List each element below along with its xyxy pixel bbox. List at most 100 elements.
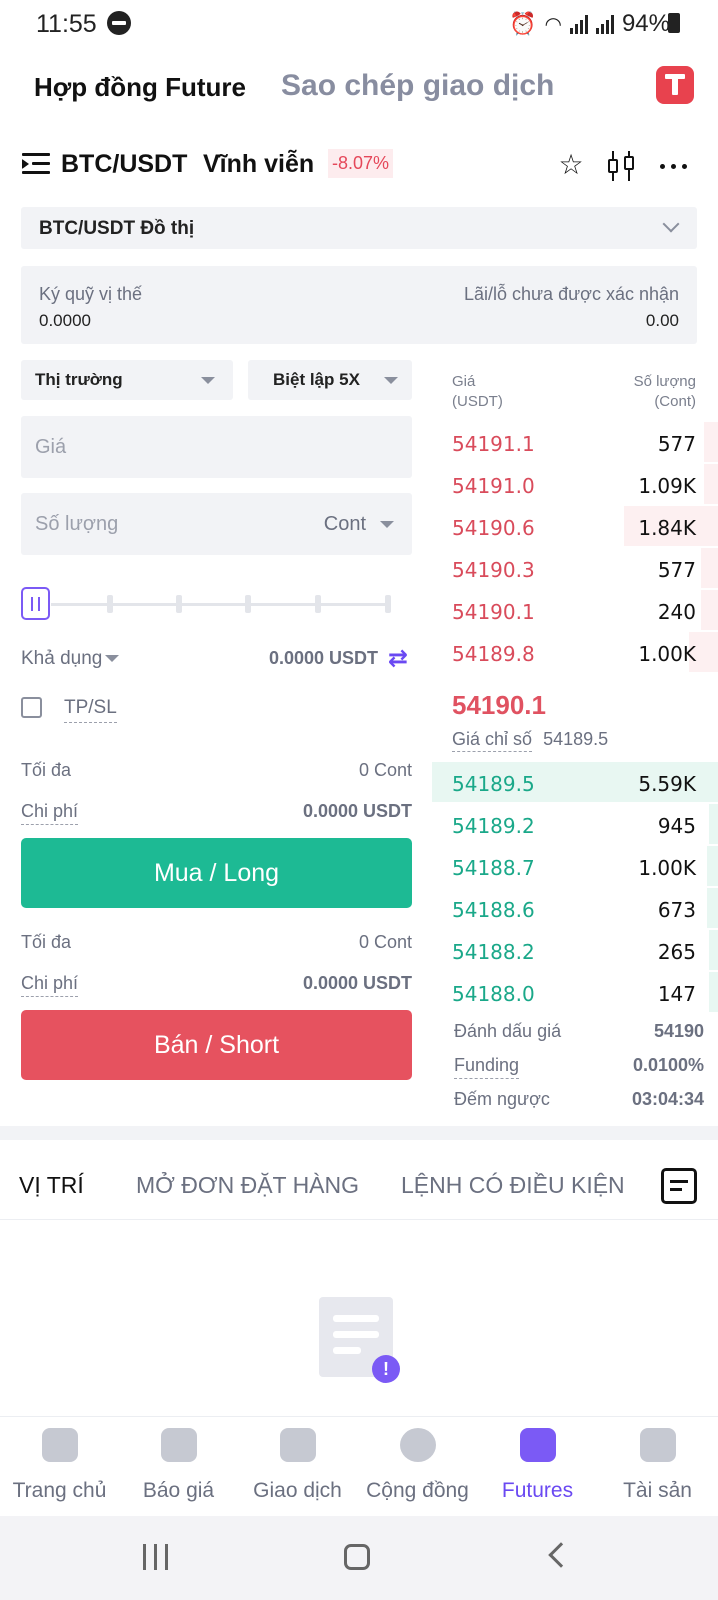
chevron-down-icon: [662, 215, 680, 233]
order-type-value: Thị trường: [35, 370, 123, 389]
bid-depth-bar: [432, 762, 718, 802]
tpsl-label[interactable]: TP/SL: [64, 697, 117, 723]
section-divider: [0, 1126, 718, 1140]
buy-cost-label[interactable]: Chi phí: [21, 801, 79, 825]
tab-open-orders[interactable]: MỞ ĐƠN ĐẶT HÀNG: [136, 1172, 360, 1198]
index-price-label[interactable]: Giá chỉ số: [452, 729, 533, 752]
home-icon: [42, 1428, 78, 1462]
tab-positions[interactable]: VỊ TRÍ: [19, 1172, 84, 1198]
chart-dropdown[interactable]: BTC/USDT Đồ thị: [21, 207, 697, 249]
sell-max-value: 0 Cont: [358, 932, 412, 952]
slider-tick[interactable]: [176, 595, 182, 613]
home-button-icon[interactable]: [344, 1544, 370, 1570]
nav-assets[interactable]: Tài sản: [598, 1417, 717, 1517]
quantity-input[interactable]: Số lượng Cont: [21, 493, 412, 555]
price-input[interactable]: Giá: [21, 416, 412, 478]
recent-apps-icon[interactable]: [143, 1544, 169, 1570]
battery-icon: [668, 13, 680, 33]
available-label[interactable]: Khả dụng: [21, 648, 103, 669]
margin-summary: Ký quỹ vị thế 0.0000 Lãi/lỗ chưa được xá…: [21, 266, 697, 344]
ask-price: 54191.1: [452, 432, 535, 456]
available-balance: Khả dụng 0.0000 USDT ⇄: [21, 645, 412, 673]
bid-depth-bar: [709, 804, 718, 844]
mark-price-label: Đánh dấu giá: [454, 1021, 562, 1041]
quantity-slider[interactable]: [21, 587, 391, 621]
bid-row[interactable]: 54189.5 5.59K: [432, 762, 718, 802]
nav-futures[interactable]: Futures: [478, 1417, 597, 1517]
ask-depth-bar: [703, 422, 718, 462]
buy-cost-value: 0.0000 USDT: [302, 801, 412, 821]
candlestick-chart-icon[interactable]: [607, 151, 637, 181]
buy-long-button[interactable]: Mua / Long: [21, 838, 412, 908]
bid-row[interactable]: 54188.2 265: [432, 930, 718, 970]
tab-conditional-orders[interactable]: LỆNH CÓ ĐIỀU KIỆN: [401, 1172, 625, 1198]
slider-tick[interactable]: [315, 595, 321, 613]
slider-tick[interactable]: [385, 595, 391, 613]
ask-qty: 1.09K: [638, 474, 696, 498]
ask-qty: 577: [657, 558, 696, 582]
favorite-star-icon[interactable]: ☆: [558, 149, 584, 180]
slider-tick[interactable]: [107, 595, 113, 613]
bid-qty: 1.00K: [638, 856, 696, 880]
funding-label[interactable]: Funding: [454, 1055, 520, 1079]
bid-depth-bar: [709, 972, 718, 1012]
pair-symbol[interactable]: BTC/USDT: [61, 150, 188, 178]
ask-depth-bar: [623, 506, 718, 546]
mark-price-row: Đánh dấu giá 54190: [454, 1021, 704, 1047]
bid-price: 54188.6: [452, 898, 535, 922]
bid-price: 54188.2: [452, 940, 535, 964]
bid-qty: 945: [657, 814, 696, 838]
tpsl-checkbox[interactable]: [21, 697, 42, 718]
order-book-qty-header: Số lượng (Cont): [634, 372, 696, 412]
tab-futures-contract[interactable]: Hợp đồng Future: [34, 72, 246, 102]
qty-header-label: Số lượng: [633, 373, 696, 390]
slider-tick[interactable]: [245, 595, 251, 613]
position-margin-value: 0.0000: [39, 311, 91, 330]
slider-track[interactable]: [51, 603, 391, 606]
ask-row[interactable]: 54191.1 577: [432, 422, 718, 462]
order-book-header: Giá (USDT) Số lượng (Cont): [452, 372, 696, 414]
ask-row[interactable]: 54191.0 1.09K: [432, 464, 718, 504]
back-icon[interactable]: [548, 1542, 574, 1568]
countdown-label: Đếm ngược: [454, 1089, 550, 1109]
signal-icon-2: [595, 14, 614, 34]
ask-row[interactable]: 54190.6 1.84K: [432, 506, 718, 546]
unrealized-pnl-label: Lãi/lỗ chưa được xác nhận: [463, 284, 679, 304]
trade-icon: [280, 1428, 316, 1462]
index-price: Giá chỉ số 54189.5: [452, 729, 608, 752]
bid-row[interactable]: 54188.7 1.00K: [432, 846, 718, 886]
bid-row[interactable]: 54189.2 945: [432, 804, 718, 844]
more-options-icon[interactable]: [659, 151, 689, 181]
position-margin-label: Ký quỹ vị thế: [39, 284, 143, 304]
wallet-icon: [640, 1428, 676, 1462]
signal-icon: [569, 14, 588, 34]
nav-quotes[interactable]: Báo giá: [119, 1417, 238, 1517]
slider-handle[interactable]: [21, 587, 50, 620]
tether-icon[interactable]: [656, 66, 694, 104]
order-type-select[interactable]: Thị trường: [21, 360, 233, 400]
nav-home[interactable]: Trang chủ: [0, 1417, 119, 1517]
ask-row[interactable]: 54190.3 577: [432, 548, 718, 588]
sell-short-button[interactable]: Bán / Short: [21, 1010, 412, 1080]
alert-icon: !: [372, 1355, 400, 1383]
leverage-select[interactable]: Biệt lập 5X: [248, 360, 412, 400]
community-icon: [400, 1428, 436, 1462]
nav-trade[interactable]: Giao dịch: [238, 1417, 357, 1517]
pair-menu-icon[interactable]: [22, 151, 50, 177]
bid-depth-bar: [706, 846, 718, 886]
bid-row[interactable]: 54188.6 673: [432, 888, 718, 928]
caret-down-icon: [105, 655, 119, 662]
bid-row[interactable]: 54188.0 147: [432, 972, 718, 1012]
mark-price-value: 54190: [653, 1021, 704, 1041]
ask-row[interactable]: 54190.1 240: [432, 590, 718, 630]
position-tabs: VỊ TRÍ MỞ ĐƠN ĐẶT HÀNG LỆNH CÓ ĐIỀU KIỆN: [0, 1160, 718, 1220]
order-history-icon[interactable]: [661, 1168, 697, 1204]
sell-max-row: Tối đa 0 Cont: [21, 932, 412, 958]
caret-down-icon: [384, 377, 398, 384]
quantity-unit-select[interactable]: Cont: [323, 513, 366, 535]
transfer-icon[interactable]: ⇄: [387, 645, 409, 672]
sell-cost-label[interactable]: Chi phí: [21, 973, 79, 997]
tab-copy-trade[interactable]: Sao chép giao dịch: [281, 69, 555, 102]
ask-row[interactable]: 54189.8 1.00K: [432, 632, 718, 672]
nav-community[interactable]: Cộng đồng: [358, 1417, 477, 1517]
